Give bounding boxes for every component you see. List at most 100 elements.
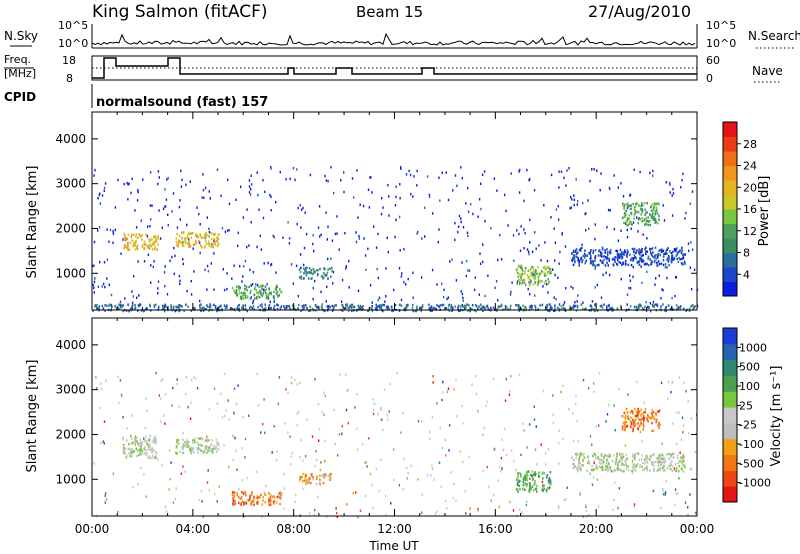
echo-cell-5 [598, 465, 600, 468]
scatter-cell [300, 226, 302, 229]
echo-cell-1 [206, 450, 209, 454]
echo-cell-2 [187, 233, 190, 236]
echo-cell-0 [157, 306, 160, 309]
echo-cell-5 [538, 279, 541, 283]
echo-cell-5 [608, 462, 610, 465]
echo-cell-0 [653, 305, 655, 309]
echo-cell-0 [105, 304, 108, 307]
echo-cell-3 [264, 285, 267, 288]
echo-cell-2 [236, 491, 238, 495]
echo-cell-7 [653, 217, 655, 220]
scatter-cell [446, 507, 448, 510]
echo-cell-5 [595, 466, 597, 470]
echo-cell-0 [348, 306, 350, 310]
scatter-cell [223, 288, 226, 292]
echo-cell-6 [589, 262, 592, 265]
echo-cell-5 [680, 467, 683, 470]
echo-cell-6 [649, 258, 651, 261]
echo-cell-5 [658, 467, 660, 470]
echo-cell-6 [645, 262, 647, 266]
scatter-cell [647, 305, 649, 309]
echo-cell-0 [350, 306, 353, 309]
echo-cell-6 [574, 250, 577, 254]
scatter-cell [356, 448, 359, 451]
echo-cell-0 [551, 306, 553, 310]
echo-cell-0 [633, 305, 636, 309]
scatter-cell [410, 464, 412, 467]
echo-cell-2 [208, 240, 210, 243]
scatter-cell [465, 202, 467, 205]
echo-cell-0 [139, 438, 142, 442]
power-xticks [91, 112, 698, 310]
scatter-cell [347, 421, 349, 425]
echo-cell-0 [163, 304, 166, 308]
echo-cell-5 [657, 457, 659, 460]
echo-cell-6 [632, 259, 634, 262]
scatter-cell [106, 228, 108, 231]
echo-cell-5 [682, 470, 685, 473]
scatter-cell [208, 227, 210, 231]
scatter-cell [258, 208, 260, 211]
echo-cell-7 [626, 203, 628, 207]
echo-cell-0 [306, 306, 308, 310]
scatter-cell [272, 295, 275, 298]
colorbar-swatch [723, 281, 737, 297]
echo-cell-7 [656, 212, 659, 215]
scatter-cell [594, 286, 596, 289]
echo-cell-5 [602, 462, 604, 465]
echo-cell-4 [520, 473, 522, 476]
nsearch-tick-bottom: 10^0 [706, 37, 736, 50]
echo-cell-0 [130, 437, 133, 440]
echo-cell-6 [624, 417, 627, 420]
scatter-cell [689, 266, 691, 270]
scatter-cell [682, 424, 685, 427]
echo-cell-0 [151, 440, 154, 443]
echo-cell-0 [411, 303, 414, 307]
scatter-cell [244, 259, 247, 263]
scatter-cell [519, 249, 522, 253]
echo-cell-4 [516, 483, 519, 486]
scatter-cell [285, 388, 287, 391]
scatter-cell [661, 442, 663, 445]
scatter-cell [340, 300, 343, 303]
scatter-cell [430, 474, 432, 477]
scatter-cell [565, 184, 567, 187]
scatter-cell [409, 173, 412, 177]
echo-cell-0 [383, 303, 385, 307]
echo-cell-5 [540, 280, 542, 283]
echo-cell-5 [519, 278, 522, 281]
echo-cell-0 [125, 439, 128, 442]
echo-cell-6 [639, 257, 642, 261]
scatter-cell [143, 473, 145, 476]
echo-cell-3 [249, 297, 252, 300]
echo-cell-2 [190, 232, 192, 235]
echo-cell-1 [188, 444, 190, 448]
echo-cell-1 [131, 233, 133, 236]
echo-cell-4 [535, 487, 538, 490]
echo-cell-5 [607, 469, 609, 472]
echo-cell-0 [128, 452, 130, 455]
echo-cell-0 [141, 441, 143, 444]
echo-cell-5 [654, 460, 657, 464]
colorbar-swatch [723, 165, 737, 181]
echo-cell-6 [655, 414, 657, 417]
scatter-cell [283, 507, 285, 510]
echo-cell-0 [155, 438, 157, 442]
echo-cell-2 [208, 242, 211, 246]
scatter-cell [330, 166, 332, 169]
scatter-cell [261, 303, 263, 306]
echo-cell-5 [674, 469, 677, 472]
echo-cell-6 [627, 414, 630, 418]
scatter-cell [250, 221, 252, 224]
scatter-cell [440, 485, 442, 489]
echo-cell-5 [616, 467, 619, 471]
scatter-cell [493, 177, 496, 180]
echo-cell-0 [608, 308, 611, 311]
scatter-cell [589, 179, 591, 183]
scatter-cell [639, 170, 641, 174]
echo-cell-5 [592, 454, 594, 458]
scatter-cell [102, 282, 105, 286]
echo-cell-0 [451, 306, 454, 309]
echo-cell-5 [681, 464, 684, 467]
echo-cell-5 [547, 278, 549, 281]
